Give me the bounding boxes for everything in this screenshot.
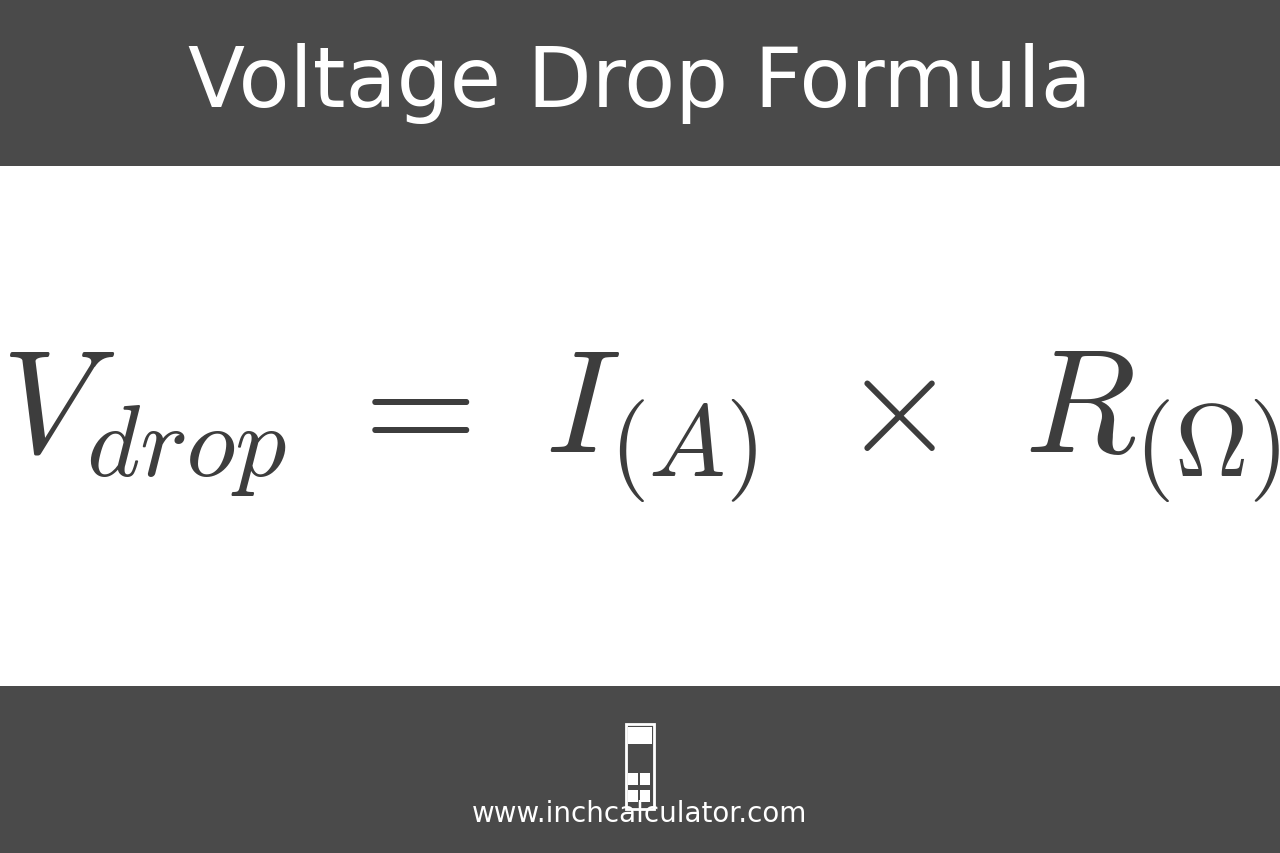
Bar xyxy=(626,724,654,809)
Text: Voltage Drop Formula: Voltage Drop Formula xyxy=(188,43,1092,124)
Bar xyxy=(628,774,637,786)
Bar xyxy=(640,791,650,803)
Bar xyxy=(640,774,650,786)
Bar xyxy=(628,728,652,745)
Bar xyxy=(628,791,637,803)
Bar xyxy=(0,687,1280,853)
Bar xyxy=(0,0,1280,166)
Text: www.inchcalculator.com: www.inchcalculator.com xyxy=(472,799,808,827)
Text: $\mathit{V}_{drop}\ =\ \mathit{I}_{(A)}\ \times\ \mathit{R}_{(\Omega)}$: $\mathit{V}_{drop}\ =\ \mathit{I}_{(A)}\… xyxy=(0,349,1280,504)
